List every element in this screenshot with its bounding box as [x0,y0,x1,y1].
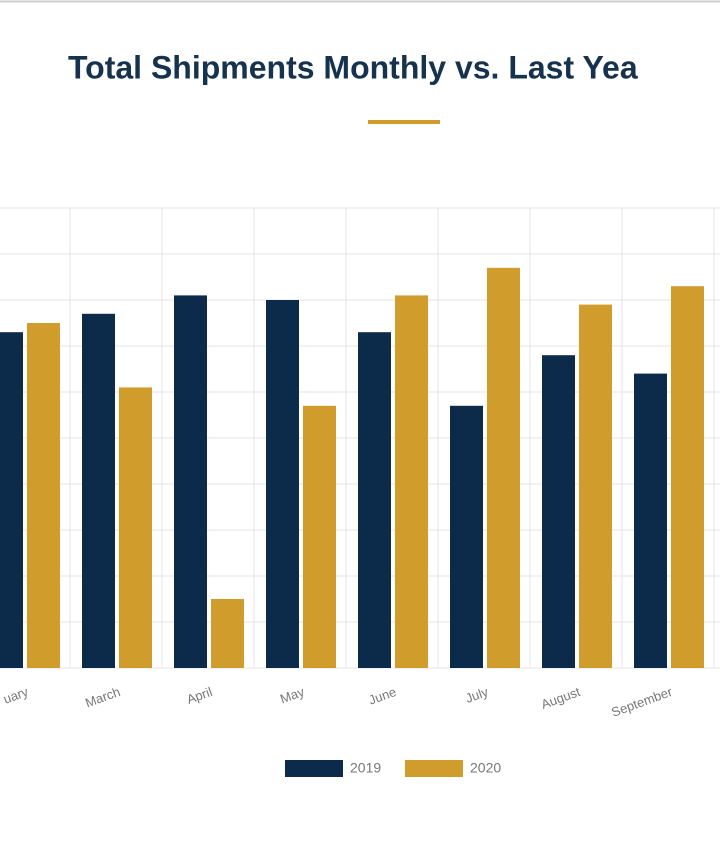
title-underline [368,120,440,124]
bar [119,387,152,668]
x-tick-label: March [83,684,122,710]
bar [542,355,575,668]
x-tick-label: May [278,684,307,707]
legend-label: 2019 [350,760,381,776]
legend-label: 2020 [470,760,501,776]
bar [303,405,336,668]
x-tick-label: June [367,684,399,708]
bar [266,300,299,668]
bar [671,286,704,668]
x-tick-label: uary [1,684,30,707]
bar [450,405,483,668]
x-tick-label: April [185,684,215,707]
bar [358,332,391,668]
bar [579,304,612,668]
bar [174,295,207,668]
legend-swatch [285,760,343,777]
bar [211,599,244,668]
bar [27,323,60,668]
bar [395,295,428,668]
x-tick-label: July [463,684,490,706]
bar [0,332,23,668]
x-tick-label: September [609,684,675,720]
chart-title: Total Shipments Monthly vs. Last Yea [68,49,638,85]
bar [634,373,667,668]
legend-swatch [405,760,463,777]
bar [487,267,520,668]
bar [82,313,115,668]
x-tick-label: August [539,684,583,712]
